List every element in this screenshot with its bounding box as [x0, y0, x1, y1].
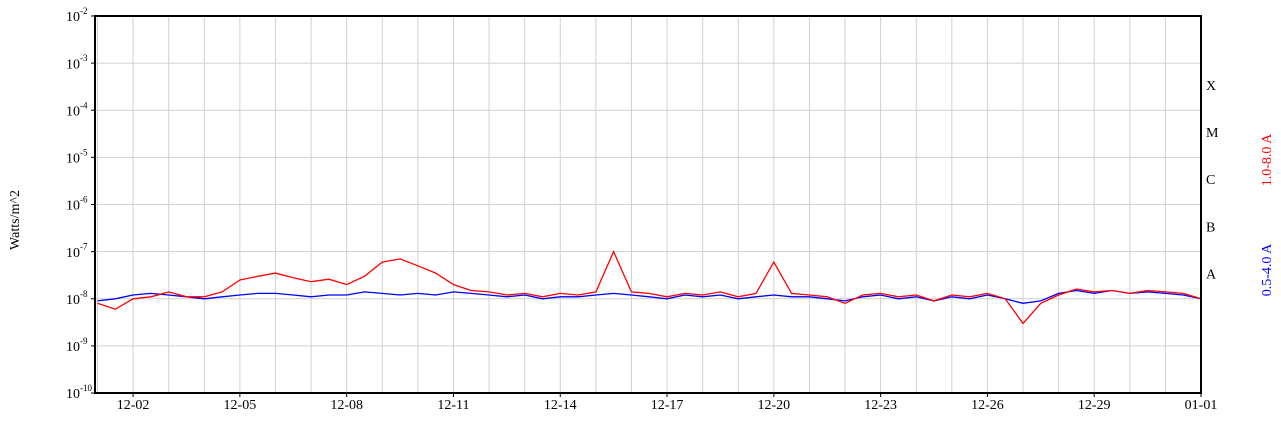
y-tick-label: 10: [66, 152, 80, 167]
y-tick-exponent: -8: [80, 289, 88, 299]
y-tick-label: 10: [66, 10, 80, 25]
y-tick-exponent: -7: [80, 242, 88, 252]
y-tick-label: 10: [66, 199, 80, 214]
y-tick-exponent: -9: [80, 336, 88, 346]
legend-entry: 0.5-4.0 A: [1260, 243, 1275, 296]
y-tick-label: 10: [66, 104, 80, 119]
flare-class-label: M: [1206, 126, 1219, 141]
x-tick-label: 12-20: [757, 398, 790, 413]
x-tick-label: 12-11: [437, 398, 469, 413]
y-tick-exponent: -2: [80, 6, 88, 16]
y-tick-label: 10: [66, 340, 80, 355]
series-line: [97, 289, 1202, 304]
plot-border: [94, 15, 1202, 394]
x-tick-label: 12-08: [330, 398, 363, 413]
flare-class-label: A: [1206, 267, 1217, 282]
y-tick-label: 10: [66, 57, 80, 72]
y-tick-label: 10: [66, 246, 80, 261]
x-tick-label: 12-23: [864, 398, 897, 413]
flare-class-label: X: [1206, 79, 1216, 94]
flare-class-label: B: [1206, 220, 1215, 235]
y-tick-exponent: -10: [80, 383, 92, 393]
y-axis-label: Watts/m^2: [8, 190, 23, 250]
y-tick-label: 10: [66, 293, 80, 308]
y-tick-exponent: -6: [80, 195, 88, 205]
x-tick-label: 12-17: [651, 398, 684, 413]
y-tick-exponent: -4: [80, 100, 88, 110]
x-tick-label: 01-01: [1185, 398, 1218, 413]
y-tick-label: 10: [66, 387, 80, 402]
x-tick-label: 12-14: [544, 398, 577, 413]
y-tick-exponent: -5: [80, 147, 88, 157]
y-tick-exponent: -3: [80, 53, 88, 63]
x-tick-label: 12-02: [117, 398, 150, 413]
x-tick-label: 12-26: [971, 398, 1004, 413]
flare-class-label: C: [1206, 173, 1215, 188]
x-tick-label: 12-29: [1078, 398, 1111, 413]
series-line: [97, 249, 1202, 325]
legend-entry: 1.0-8.0 A: [1260, 133, 1275, 186]
x-tick-label: 12-05: [224, 398, 257, 413]
